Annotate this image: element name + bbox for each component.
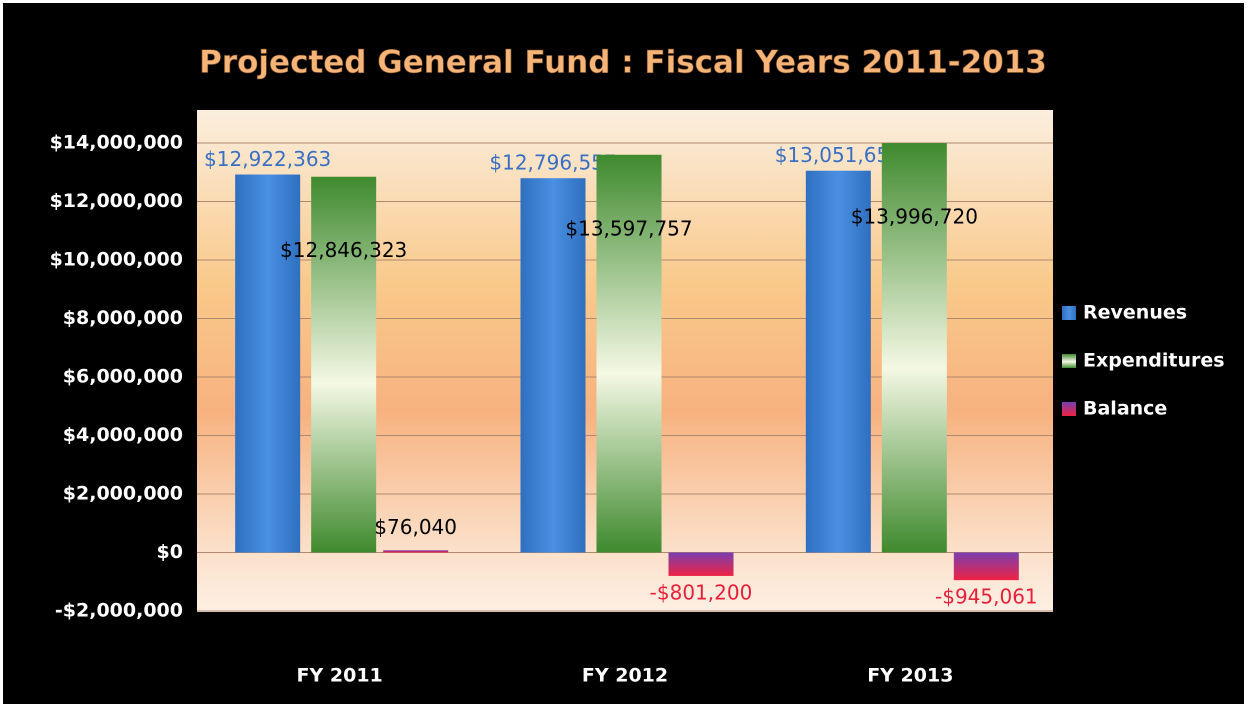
x-tick-label: FY 2011 — [297, 665, 383, 687]
bar — [953, 552, 1019, 581]
value-label: -$945,061 — [935, 585, 1038, 609]
y-tick-label: $10,000,000 — [50, 249, 183, 271]
y-tick-label: $4,000,000 — [63, 424, 183, 446]
value-label: $76,040 — [374, 515, 457, 539]
legend-label: Revenues — [1083, 302, 1187, 324]
bar — [596, 154, 662, 553]
bar — [668, 552, 734, 576]
value-label: $12,796,557 — [489, 151, 616, 175]
y-tick-label: $14,000,000 — [50, 132, 183, 154]
value-label: $13,996,720 — [851, 205, 978, 229]
y-tick-label: $6,000,000 — [63, 366, 183, 388]
chart-title: Projected General Fund : Fiscal Years 20… — [199, 45, 1047, 81]
y-tick-label: -$2,000,000 — [55, 600, 183, 622]
x-tick-label: FY 2012 — [582, 665, 668, 687]
bar — [311, 176, 377, 553]
bar — [805, 170, 871, 553]
legend-label: Expenditures — [1083, 350, 1225, 372]
x-tick-label: FY 2013 — [867, 665, 953, 687]
legend-swatch — [1062, 354, 1076, 368]
bar — [235, 174, 301, 553]
value-label: $13,051,659 — [775, 143, 902, 167]
y-tick-label: $0 — [157, 541, 183, 563]
y-tick-label: $12,000,000 — [50, 190, 183, 212]
bar — [881, 143, 947, 553]
legend-swatch — [1062, 402, 1076, 416]
legend-label: Balance — [1083, 398, 1167, 420]
value-label: -$801,200 — [650, 580, 753, 604]
y-tick-label: $8,000,000 — [63, 307, 183, 329]
bar — [383, 550, 449, 553]
y-tick-label: $2,000,000 — [63, 483, 183, 505]
value-label: $12,922,363 — [204, 147, 331, 171]
value-label: $13,597,757 — [565, 216, 692, 240]
value-label: $12,846,323 — [280, 238, 407, 262]
bar — [520, 178, 586, 553]
legend-swatch — [1062, 306, 1076, 320]
